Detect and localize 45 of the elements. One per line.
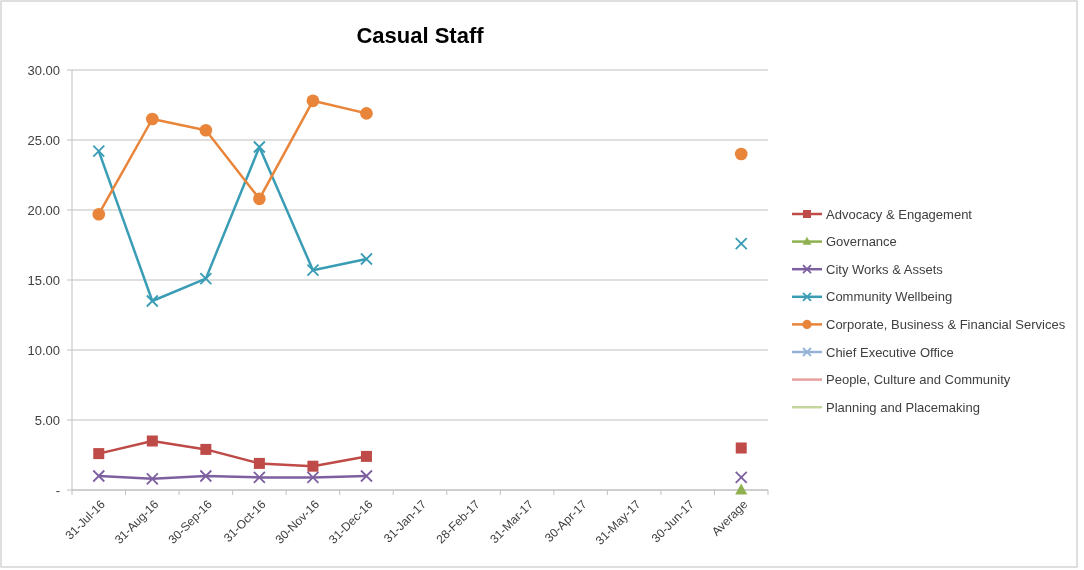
point — [200, 443, 212, 455]
point — [199, 469, 213, 483]
chart-title: Casual Staff — [356, 23, 485, 48]
point — [93, 448, 105, 460]
y-tick-label: 20.00 — [27, 202, 60, 218]
point — [199, 123, 213, 137]
legend-label: Community Wellbeing — [826, 289, 953, 305]
point — [199, 272, 213, 285]
point — [92, 469, 106, 483]
point — [360, 107, 373, 120]
point — [306, 263, 320, 277]
legend-label: Corporate, Business & Financial Services — [826, 316, 1066, 332]
point — [145, 294, 159, 308]
point — [252, 471, 266, 484]
point — [92, 207, 106, 221]
point — [360, 450, 372, 462]
legend-label: Planning and Placemaking — [826, 399, 980, 415]
point — [306, 471, 320, 484]
y-tick-label: 5.00 — [34, 412, 60, 428]
legend-label: Governance — [826, 234, 897, 250]
legend-label: Advocacy & Engagement — [826, 206, 973, 222]
y-tick-label: - — [55, 482, 60, 498]
point — [735, 442, 747, 454]
point — [146, 435, 158, 447]
point — [252, 140, 266, 154]
point — [92, 144, 106, 158]
legend-label: People, Culture and Community — [826, 372, 1011, 388]
point — [307, 460, 319, 472]
point — [145, 472, 159, 486]
y-tick-label: 30.00 — [27, 62, 60, 78]
point — [253, 457, 265, 469]
point — [306, 94, 320, 108]
point — [735, 483, 748, 495]
legend-label: Chief Executive Office — [826, 344, 954, 360]
point — [360, 469, 373, 483]
point — [734, 471, 748, 484]
legend-label: City Works & Assets — [826, 261, 944, 277]
point — [145, 112, 159, 126]
y-tick-label: 10.00 — [27, 342, 60, 358]
y-tick-label: 15.00 — [27, 272, 60, 288]
point — [253, 192, 266, 206]
point — [734, 237, 748, 250]
point — [360, 252, 373, 266]
y-tick-label: 25.00 — [27, 132, 60, 148]
point — [734, 147, 748, 161]
